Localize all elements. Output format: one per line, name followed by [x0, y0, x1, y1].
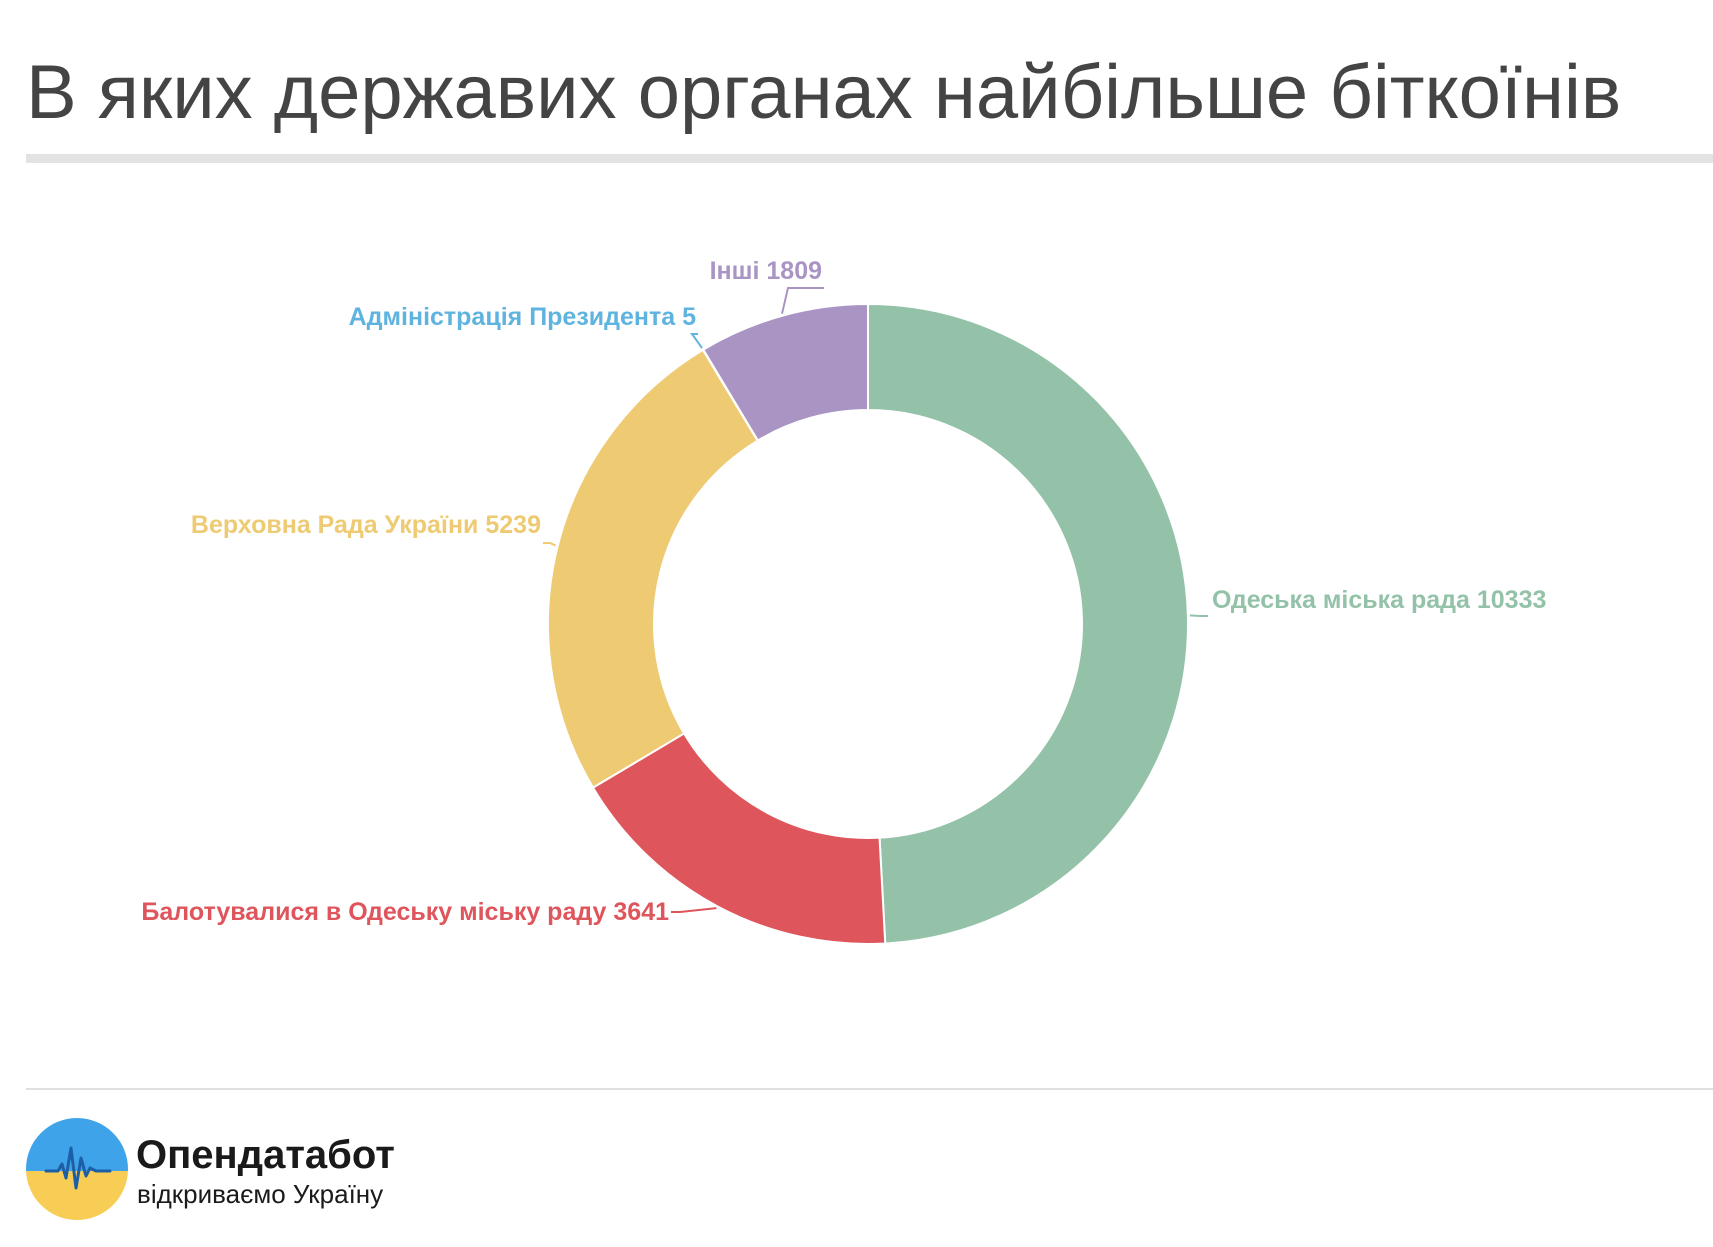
- leader-line-4: [690, 333, 703, 349]
- brand-name: Опендатабот: [136, 1133, 395, 1177]
- slice-labels: Одеська міська рада 10333 Балотувалися в …: [141, 257, 1546, 926]
- leader-line-5: [781, 287, 824, 314]
- leader-line-3: [543, 542, 557, 547]
- brand-tagline: відкриваємо Україну: [137, 1179, 384, 1209]
- donut-slice-5: [701, 302, 869, 442]
- donut-slices: [547, 302, 1190, 945]
- slice-label-4: Адміністрація Президента 5: [349, 303, 696, 331]
- leader-line-2: [671, 907, 717, 913]
- slice-label-1: Одеська міська рада 10333: [1212, 586, 1546, 614]
- donut-slice-3: [547, 348, 759, 790]
- slice-label-2: Балотувалися в Одеську міську раду 3641: [141, 898, 669, 926]
- footer-divider: [26, 1088, 1713, 1090]
- leader-line-1: [1189, 614, 1208, 617]
- label-leader-lines: [543, 287, 1208, 913]
- slice-label-5: Інші 1809: [710, 257, 822, 285]
- title-divider: [26, 154, 1713, 163]
- heartbeat-logo-icon: [26, 1118, 128, 1220]
- slice-label-3: Верховна Рада України 5239: [191, 511, 541, 539]
- donut-slice-1: [867, 302, 1190, 945]
- page-title: В яких державих органах найбільше біткої…: [26, 50, 1622, 135]
